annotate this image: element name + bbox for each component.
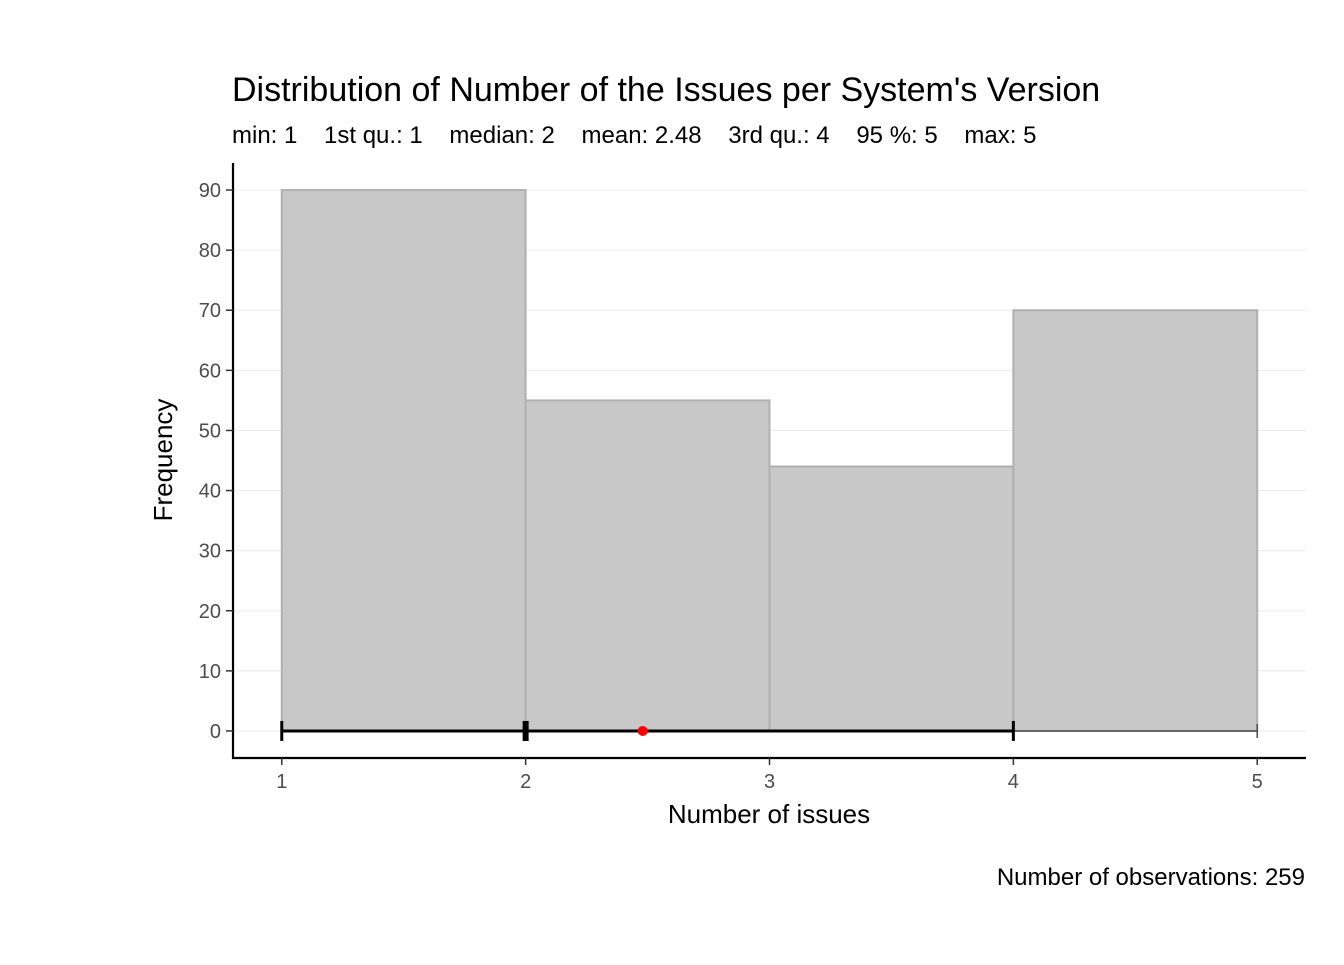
y-axis-title: Frequency <box>148 399 178 522</box>
x-tick-label: 3 <box>764 771 775 793</box>
y-tick-label: 90 <box>199 180 221 202</box>
y-tick-label: 40 <box>199 481 221 503</box>
x-tick-label: 5 <box>1252 771 1263 793</box>
x-tick-label: 4 <box>1008 771 1019 793</box>
y-tick-label: 0 <box>210 721 221 743</box>
bars-layer <box>280 189 1259 732</box>
x-tick-label: 1 <box>276 771 287 793</box>
chart-subtitle: min: 1 1st qu.: 1 median: 2 mean: 2.48 3… <box>232 122 1036 149</box>
x-axis-title: Number of issues <box>668 799 870 829</box>
y-tick-label: 60 <box>199 360 221 382</box>
y-tick-label: 30 <box>199 541 221 563</box>
y-tick-label: 10 <box>199 661 221 683</box>
chart-title: Distribution of Number of the Issues per… <box>232 71 1100 109</box>
histogram-bar <box>524 399 771 732</box>
y-tick-label: 80 <box>199 240 221 262</box>
histogram-bar <box>1012 309 1259 732</box>
y-tick-label: 70 <box>199 300 221 322</box>
histogram-bar <box>768 465 1015 732</box>
chart-caption: Number of observations: 259 <box>997 864 1305 891</box>
y-tick-label: 20 <box>199 601 221 623</box>
summary-layer <box>280 720 1258 741</box>
ticks-layer: 0 10 20 30 40 50 60 70 80 90 1 2 3 4 5 <box>199 180 1263 793</box>
summary-mean-point <box>637 725 648 736</box>
histogram-bar <box>280 189 527 732</box>
x-tick-label: 2 <box>520 771 531 793</box>
y-tick-label: 50 <box>199 420 221 442</box>
